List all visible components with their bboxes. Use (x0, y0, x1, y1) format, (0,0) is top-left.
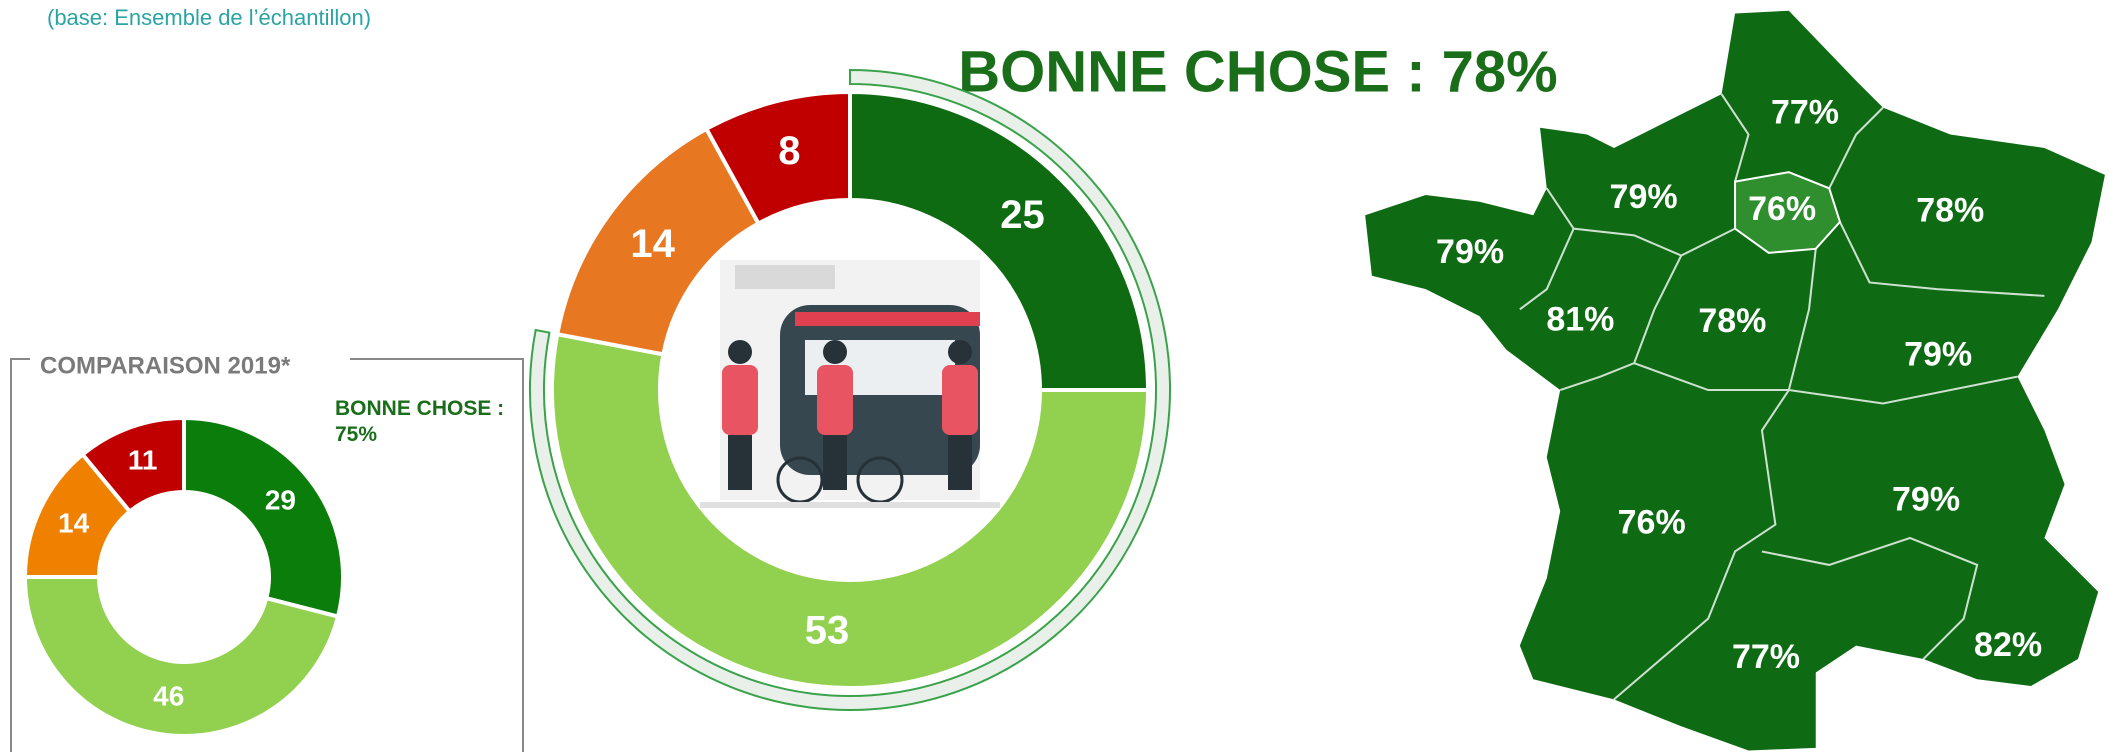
person-body (722, 365, 758, 435)
region-label: 77% (1732, 638, 1800, 676)
comparison-title: COMPARAISON 2019* (40, 352, 291, 379)
france-map (1365, 10, 2105, 751)
person-legs (948, 435, 972, 490)
donut-segment (550, 331, 1151, 690)
region-label: 76% (1618, 504, 1686, 542)
donut-segment (79, 415, 186, 515)
sign (735, 265, 835, 289)
comparison-annotation: BONNE CHOSE : 75% (335, 397, 505, 447)
region-label: 78% (1698, 302, 1766, 340)
value-label: 29 (265, 485, 296, 516)
region-label: 76% (1748, 190, 1816, 228)
region-label: 79% (1904, 335, 1972, 373)
value-label: 46 (153, 680, 184, 711)
region-label: 82% (1974, 626, 2042, 664)
person-head (948, 340, 972, 364)
person-legs (823, 435, 847, 490)
region-label: 78% (1916, 191, 1984, 229)
box-title-bg (30, 350, 350, 370)
value-label: 11 (128, 445, 158, 476)
value-label: 14 (58, 507, 90, 538)
person-head (728, 340, 752, 364)
region-label: 79% (1610, 178, 1678, 216)
donut-segment (703, 89, 852, 227)
region-label: 79% (1892, 481, 1960, 519)
value-label: 25 (1000, 193, 1045, 237)
ground (700, 502, 1000, 508)
region-label: 77% (1771, 93, 1839, 131)
region-borders (1519, 93, 2045, 701)
person-head (823, 340, 847, 364)
subtitle: (base: Ensemble de l’échantillon) (47, 5, 371, 30)
good-share-ring (529, 68, 1171, 711)
donut-segment (848, 89, 1151, 392)
train-stripe (795, 312, 980, 326)
person-body (817, 365, 853, 435)
map-shape (1365, 10, 2105, 751)
value-label: 53 (805, 608, 850, 652)
donut-hole (101, 494, 267, 660)
value-label: 8 (778, 129, 800, 173)
value-label: 14 (630, 222, 675, 266)
donut-segment (182, 415, 345, 619)
person-legs (728, 435, 752, 490)
donut-segment (22, 575, 341, 738)
person-body (942, 365, 978, 435)
idf-region (1734, 171, 1842, 254)
illustration (700, 260, 1000, 508)
chart-title: BONNE CHOSE : 78% (958, 39, 1557, 104)
region-label: 79% (1436, 233, 1504, 271)
region-label: 81% (1546, 300, 1614, 338)
